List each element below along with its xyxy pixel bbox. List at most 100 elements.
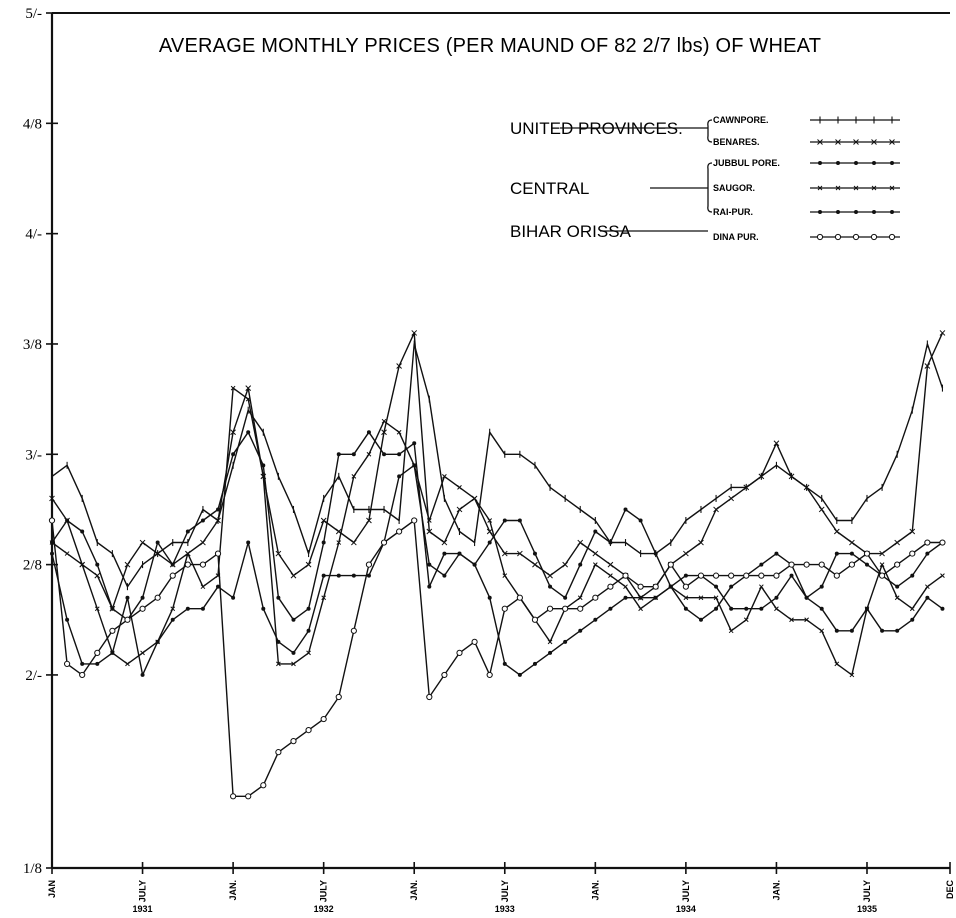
data-point [728, 495, 735, 502]
x-tick-label: DEC [945, 880, 955, 900]
data-point [714, 584, 719, 589]
data-point [64, 551, 70, 556]
data-point [442, 474, 447, 479]
year-label: 1933 [495, 904, 515, 914]
y-tick-label: 4/8 [23, 116, 42, 132]
legend-swatch-marker [818, 161, 822, 165]
legend: UNITED PROVINCES. CAWNPORE.BENARES.CENTRA… [510, 115, 900, 242]
data-point [79, 671, 86, 679]
data-point [261, 606, 266, 611]
data-point [306, 606, 311, 611]
data-point [427, 584, 432, 589]
series-line-rai-pur [51, 464, 943, 676]
legend-member-label: DINA PUR. [713, 232, 759, 242]
data-point [380, 539, 388, 546]
data-point [169, 572, 176, 579]
x-tick-label: JULY [681, 880, 691, 902]
data-point [834, 628, 839, 633]
legend-swatch-marker [852, 233, 860, 241]
legend-swatch-marker [872, 210, 876, 214]
data-point [562, 561, 568, 568]
data-point [79, 562, 85, 567]
chart-title: AVERAGE MONTHLY PRICES (PER MAUND OF 82 … [159, 35, 821, 57]
data-point [788, 561, 795, 568]
data-point [894, 561, 901, 568]
x-tick-label: JAN. [771, 880, 781, 901]
data-point [276, 595, 281, 600]
data-point [306, 628, 311, 633]
year-label: 1934 [676, 904, 696, 914]
data-point [305, 561, 312, 568]
data-point [230, 429, 236, 436]
data-point [638, 606, 643, 612]
data-point [275, 749, 282, 756]
legend-swatch-marker [890, 210, 894, 214]
data-point [848, 561, 855, 568]
data-point [682, 583, 689, 590]
x-tick-label: JAN [47, 880, 57, 898]
data-point [939, 330, 946, 336]
data-point [411, 517, 418, 524]
data-point [697, 572, 705, 579]
legend-swatch-marker [872, 161, 876, 165]
data-point [140, 650, 145, 656]
data-point [578, 628, 583, 633]
data-point [291, 617, 296, 622]
data-point [759, 562, 764, 567]
data-point [803, 561, 810, 568]
data-point [577, 595, 583, 601]
data-point [396, 429, 402, 435]
data-point [215, 517, 221, 524]
data-point [336, 573, 341, 578]
data-point [366, 517, 372, 524]
data-point [638, 595, 643, 600]
data-point [110, 606, 115, 611]
data-point [336, 540, 342, 545]
x-tick-label: JAN. [228, 880, 238, 901]
data-point [517, 518, 522, 523]
year-label: 1932 [314, 904, 334, 914]
data-point [593, 617, 598, 622]
data-point [351, 573, 356, 578]
data-point [895, 584, 900, 589]
data-point [698, 595, 704, 601]
data-point [729, 584, 734, 589]
data-point [819, 628, 825, 634]
data-point [231, 595, 236, 600]
data-point [94, 606, 100, 612]
data-point [124, 616, 131, 623]
data-point [712, 572, 720, 579]
data-point [442, 551, 447, 556]
data-point [442, 573, 447, 578]
data-point [472, 496, 477, 501]
series-cawnpore [51, 340, 944, 591]
data-point [170, 617, 175, 622]
data-point [65, 617, 70, 622]
data-point [456, 506, 463, 513]
x-tick-label: JAN. [590, 880, 600, 901]
data-point [562, 605, 569, 612]
data-point [713, 506, 719, 513]
y-tick-label: 2/8 [23, 558, 42, 574]
y-tick-label: 2/- [25, 668, 42, 684]
data-point [758, 473, 765, 480]
data-point [924, 363, 931, 369]
data-point [155, 540, 160, 545]
data-point [49, 540, 55, 545]
data-point [154, 550, 161, 557]
data-point [350, 539, 357, 546]
data-point [758, 584, 764, 590]
data-point [245, 396, 251, 402]
data-point [849, 551, 854, 556]
data-point [245, 793, 252, 800]
data-point [864, 562, 869, 567]
data-point [743, 572, 750, 579]
data-point [276, 661, 281, 667]
legend-member-label: RAI-PUR. [713, 207, 753, 217]
data-point [170, 606, 176, 612]
data-point [366, 451, 372, 457]
data-point [578, 562, 583, 567]
data-point [667, 561, 674, 568]
data-point [532, 551, 537, 556]
data-point [199, 561, 207, 568]
